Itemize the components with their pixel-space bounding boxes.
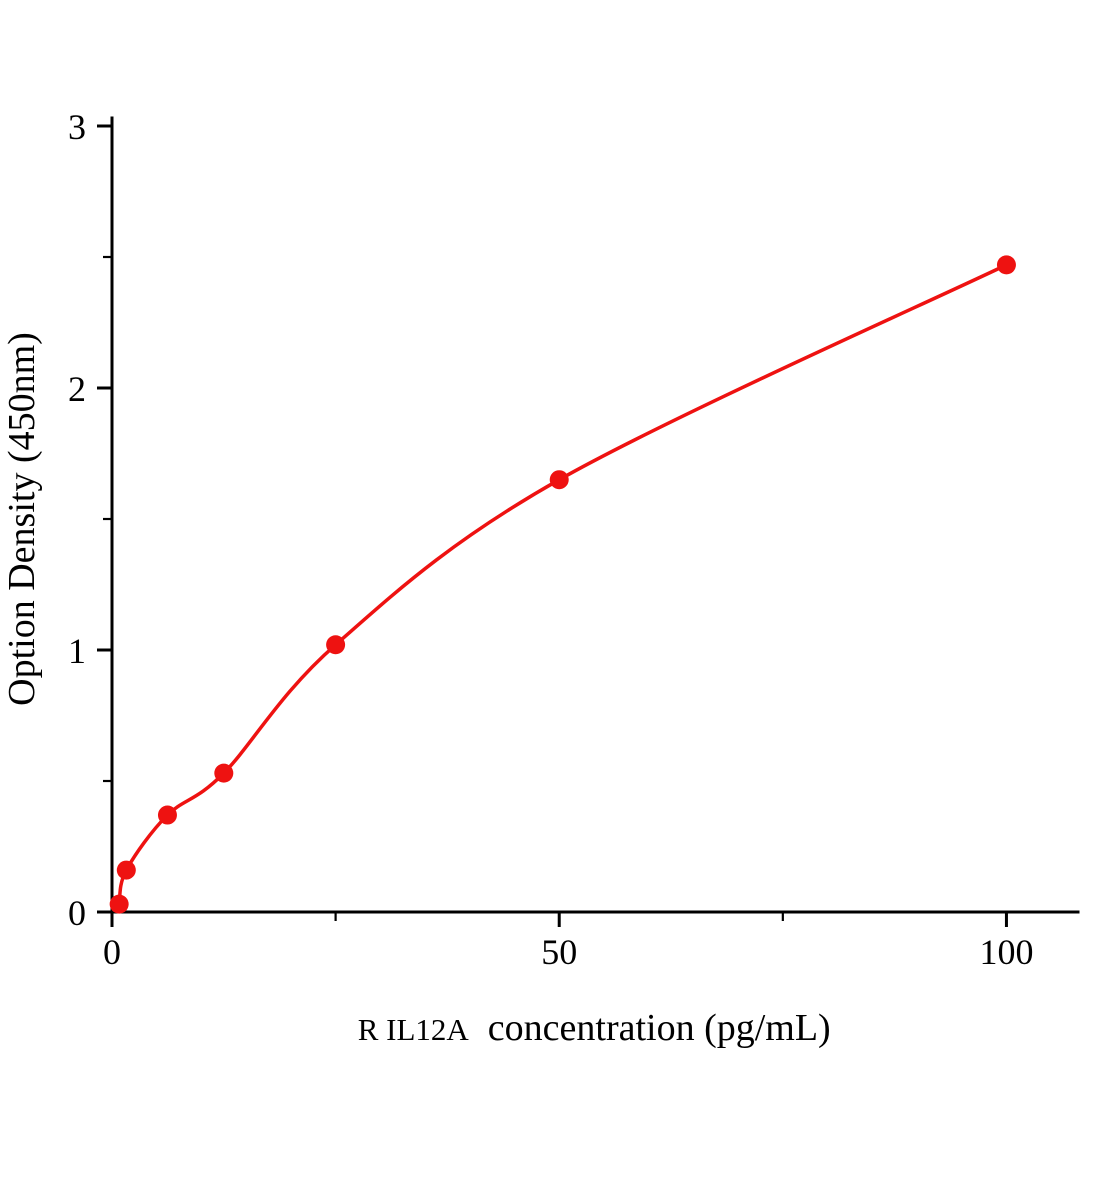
x-axis-label: R IL12A concentration (pg/mL) (358, 1007, 831, 1049)
tick-labels-layer: 0 50 100 0 1 2 3 (68, 107, 1033, 972)
axes-layer (110, 116, 1080, 914)
ticks-layer (97, 124, 1008, 927)
y-tick-label: 1 (68, 631, 86, 671)
x-tick-label: 0 (103, 932, 121, 972)
y-tick-label: 0 (68, 893, 86, 933)
y-axis-label: Option Density (450nm) (1, 332, 43, 706)
series-layer (109, 255, 1016, 914)
y-tick-label: 3 (68, 107, 86, 147)
data-point (214, 763, 234, 783)
fit-curve (117, 263, 1009, 906)
data-point (109, 894, 129, 914)
x-tick-label: 50 (541, 932, 577, 972)
data-point (116, 860, 136, 880)
data-point (996, 255, 1016, 275)
x-axis-label-main: concentration (pg/mL) (469, 1007, 831, 1049)
x-tick-label: 100 (979, 932, 1033, 972)
x-axis-label-prefix: R IL12A (358, 1012, 470, 1047)
data-point (157, 805, 177, 825)
data-point (549, 470, 569, 490)
data-point (326, 635, 346, 655)
y-tick-label: 2 (68, 369, 86, 409)
axis-labels-layer: Option Density (450nm) R IL12A concentrat… (1, 332, 831, 1049)
